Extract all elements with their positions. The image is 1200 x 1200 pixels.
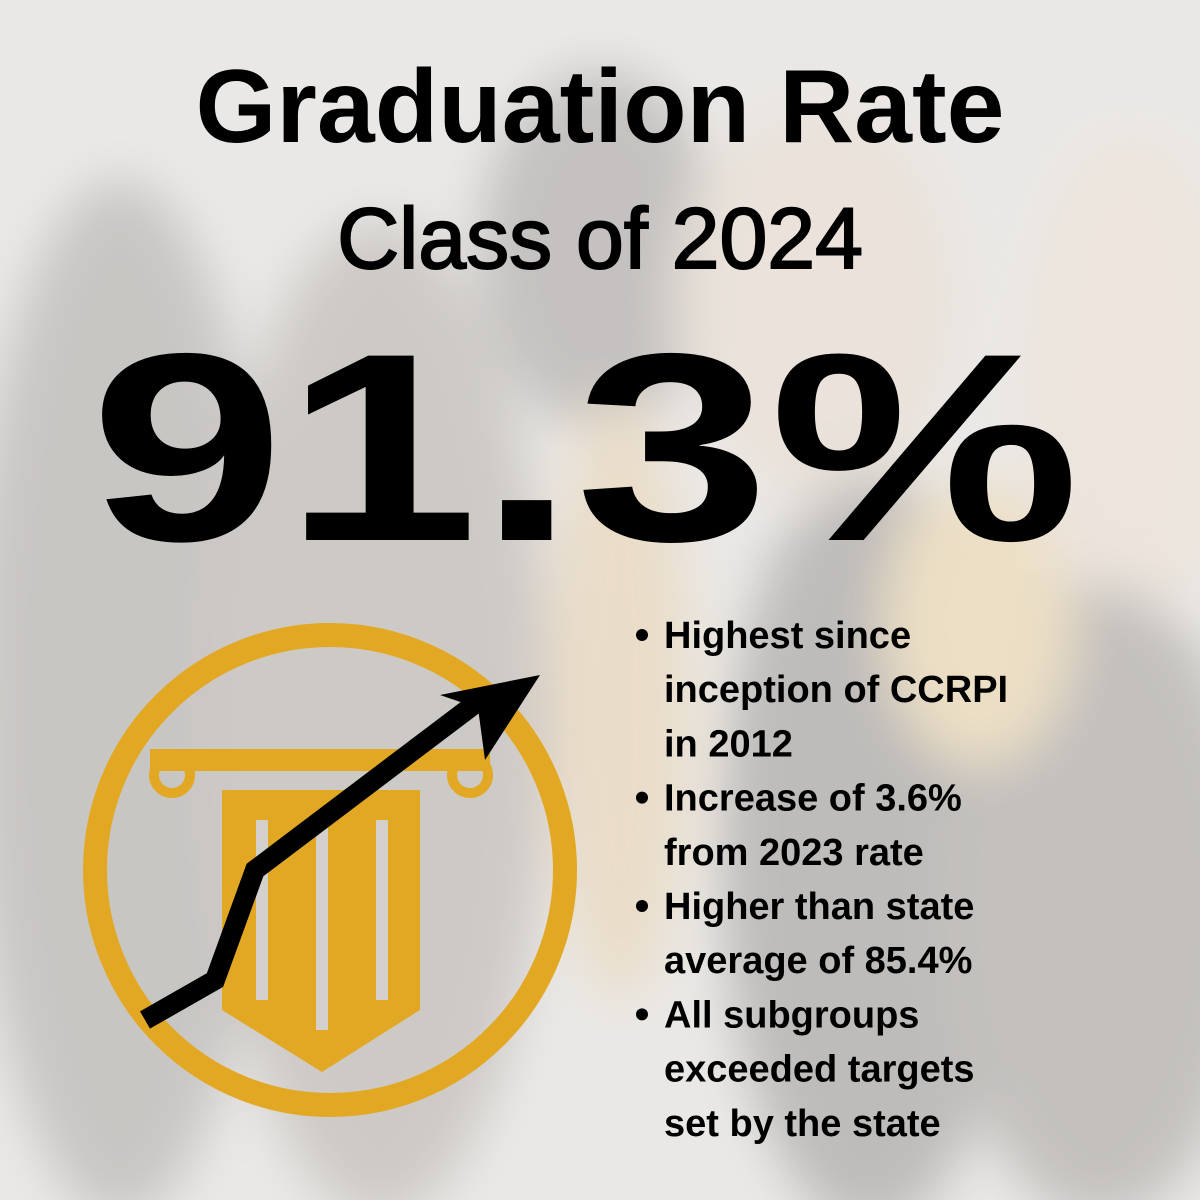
bullet-text: in 2012	[664, 723, 793, 765]
bullet-dot	[636, 1008, 648, 1021]
headline-stat: 91.3%	[90, 297, 1080, 597]
bullet-text: average of 85.4%	[664, 940, 972, 982]
bullet-text: Increase of 3.6%	[664, 778, 962, 820]
subtitle: Class of 2024	[337, 191, 863, 287]
bullet-text: set by the state	[664, 1103, 941, 1145]
bullet-text: exceeded targets	[664, 1049, 975, 1091]
bullet-text: Higher than state	[664, 886, 974, 928]
bullet-dot	[636, 791, 648, 804]
bullet-list: Highest since inception of CCRPI in 2012 In…	[636, 615, 1008, 1145]
title: Graduation Rate	[196, 49, 1005, 165]
bullet-text: All subgroups	[664, 994, 919, 1036]
bullet-text: Highest since	[664, 615, 911, 657]
logo	[83, 623, 577, 1117]
bullet-dot	[636, 629, 648, 641]
bullet-dot	[636, 900, 648, 912]
bullet-text: from 2023 rate	[664, 832, 924, 874]
bullet-text: inception of CCRPI	[664, 669, 1008, 711]
